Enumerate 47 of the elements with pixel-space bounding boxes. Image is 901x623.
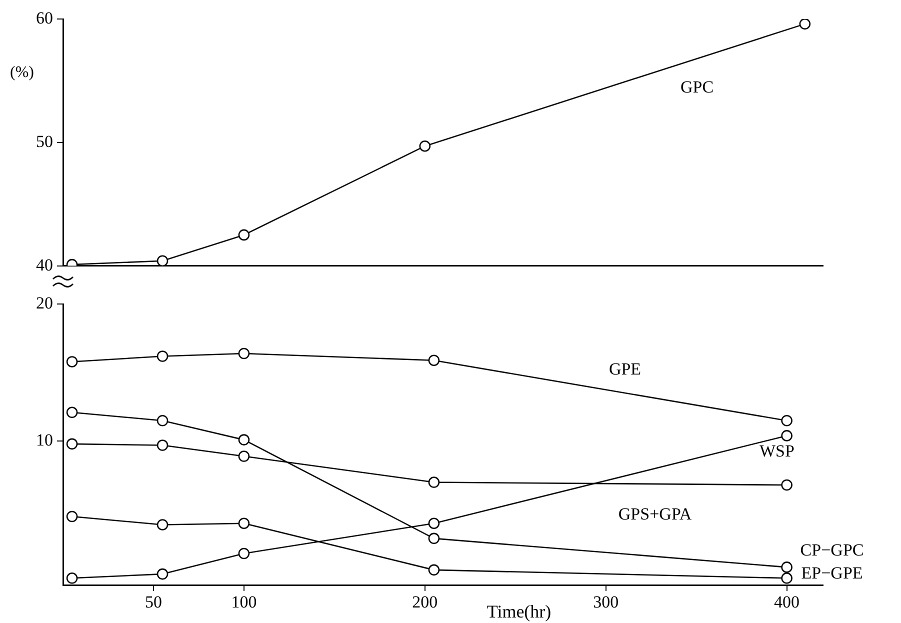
point — [428, 518, 440, 530]
point — [428, 476, 440, 488]
point — [799, 19, 811, 30]
point — [156, 440, 168, 451]
point — [238, 548, 250, 560]
y-tick-label: 10 — [36, 430, 53, 450]
point — [238, 518, 250, 530]
point — [238, 348, 250, 360]
point — [781, 414, 792, 426]
point — [781, 572, 792, 584]
point — [781, 562, 792, 573]
point — [156, 350, 168, 362]
point — [156, 414, 168, 426]
y-tick-label: 20 — [36, 294, 53, 313]
series-label: GPS+GPA — [618, 504, 692, 524]
point — [781, 479, 792, 491]
series-label: GPE — [608, 359, 642, 378]
point — [156, 519, 168, 530]
series-label: CP−GPC — [800, 540, 864, 560]
x-tick-label: 100 — [231, 592, 257, 612]
point — [781, 430, 792, 442]
point — [66, 356, 78, 368]
point — [238, 450, 250, 462]
y-tick-label: 60 — [36, 8, 53, 28]
point — [419, 140, 431, 152]
point — [66, 406, 78, 418]
point — [156, 568, 168, 580]
point — [66, 510, 78, 522]
point — [66, 572, 78, 584]
y-axis-title: (%) — [10, 64, 34, 82]
x-tick-label: 50 — [144, 592, 162, 612]
series-label: EP−GPE — [801, 563, 863, 582]
point — [238, 229, 250, 241]
series-label: WSP — [760, 441, 794, 460]
x-tick-label: 400 — [774, 592, 800, 612]
x-axis-title: Time(hr) — [486, 602, 552, 622]
point — [428, 564, 440, 576]
point — [156, 255, 168, 266]
series-label: GPC — [680, 77, 714, 96]
point — [428, 532, 440, 544]
x-tick-label: 200 — [412, 592, 438, 612]
point — [238, 434, 250, 446]
x-tick-label: 300 — [593, 592, 619, 612]
point — [66, 438, 78, 450]
y-tick-label: 50 — [36, 132, 53, 151]
y-tick-label: 40 — [36, 255, 53, 274]
point — [428, 354, 440, 366]
